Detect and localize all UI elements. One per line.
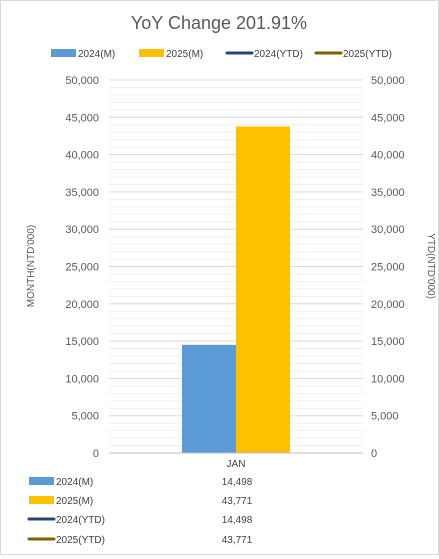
y-tick-left: 45,000 [65,112,99,124]
bar-2024m-jan [182,344,236,453]
y-axis-right-title: YTD(NTD'000) [425,233,436,299]
chart-title: YoY Change 201.91% [131,13,307,33]
y-tick-right: 40,000 [371,150,405,162]
x-tick-label: JAN [227,459,246,470]
table-value: 14,498 [222,477,253,488]
bar-2025m-jan [236,126,290,454]
data-table: 2024(M) 14,498 2025(M) 43,771 2024(YTD) 14,49… [27,477,253,546]
y-tick-right: 35,000 [371,187,405,199]
legend-label-0: 2024(M) [78,49,115,60]
table-value: 14,498 [222,515,253,526]
y-tick-left: 35,000 [65,187,99,199]
y-tick-right: 0 [371,448,377,460]
y-tick-left: 50,000 [65,75,99,87]
y-tick-right: 5,000 [371,411,399,423]
y-tick-left: 40,000 [65,150,99,162]
y-tick-right: 10,000 [371,373,405,385]
legend-label-1: 2025(M) [166,49,203,60]
table-series-label: 2024(M) [56,477,93,488]
y-tick-left: 25,000 [65,262,99,274]
legend-swatch-1 [139,49,164,57]
y-tick-right: 50,000 [371,75,405,87]
y-tick-right: 25,000 [371,262,405,274]
legend: 2024(M) 2025(M) 2024(YTD) 2025(YTD) [51,49,392,60]
table-swatch-1 [29,496,54,504]
table-value: 43,771 [222,496,253,507]
y-axis-left-title: MONTH(NTD'000) [26,225,37,307]
bars [182,126,290,454]
y-tick-right: 45,000 [371,112,405,124]
y-tick-right: 15,000 [371,336,405,348]
x-axis-labels: JAN [227,459,246,470]
y-tick-left: 15,000 [65,336,99,348]
legend-label-3: 2025(YTD) [343,49,392,60]
y-tick-left: 10,000 [65,373,99,385]
table-swatch-0 [29,477,54,485]
y-axis-left: 0 5,000 10,000 15,000 20,000 25,000 30,000 35,0… [65,75,99,460]
y-tick-left: 0 [93,448,99,460]
legend-swatch-0 [51,49,76,57]
y-tick-left: 20,000 [65,299,99,311]
table-value: 43,771 [222,535,253,546]
table-series-label: 2024(YTD) [56,515,105,526]
y-axis-right: 0 5,000 10,000 15,000 20,000 25,000 30,000 35,0… [371,75,405,460]
y-tick-right: 20,000 [371,299,405,311]
y-tick-left: 5,000 [71,411,99,423]
table-series-label: 2025(YTD) [56,535,105,546]
y-tick-right: 30,000 [371,224,405,236]
y-tick-left: 30,000 [65,224,99,236]
legend-label-2: 2024(YTD) [254,49,303,60]
table-series-label: 2025(M) [56,496,93,507]
